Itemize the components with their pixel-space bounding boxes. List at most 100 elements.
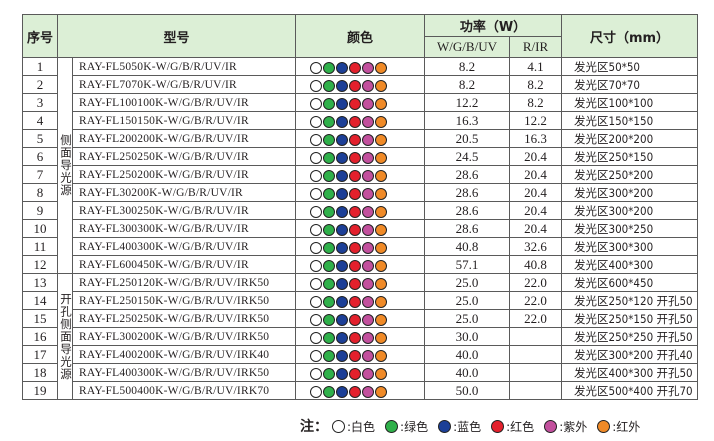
color-options bbox=[295, 363, 426, 382]
color-dot bbox=[362, 97, 375, 110]
color-dot bbox=[375, 277, 388, 290]
table-body: 1 侧面导光源 RAY-FL5050K-W/G/B/R/UV/IR 8.2 4.1 发光区… bbox=[22, 57, 699, 400]
table-row: 6 RAY-FL250250K-W/G/B/R/UV/IR 24.5 20.4 发光区2… bbox=[22, 147, 699, 166]
color-options bbox=[295, 237, 426, 256]
color-options bbox=[295, 327, 426, 346]
color-dot bbox=[375, 367, 388, 380]
color-dot bbox=[310, 61, 323, 74]
color-options bbox=[295, 219, 426, 238]
color-dot bbox=[310, 259, 323, 272]
color-dot bbox=[310, 349, 323, 362]
size: 发光区400*300 bbox=[561, 255, 699, 274]
power-wgbuv: 30.0 bbox=[424, 327, 511, 346]
color-dot bbox=[310, 115, 323, 128]
color-dot bbox=[349, 385, 362, 398]
legend-item: :绿色 bbox=[385, 418, 428, 435]
color-dot bbox=[375, 187, 388, 200]
table-row: 19 RAY-FL500400K-W/G/B/R/UV/IRK70 50.0 发光区5… bbox=[22, 381, 699, 400]
color-dot bbox=[375, 331, 388, 344]
model: RAY-FL7070K-W/G/B/R/UV/IR bbox=[71, 75, 297, 94]
size: 发光区500*400 开孔70 bbox=[561, 381, 699, 400]
color-options bbox=[295, 381, 426, 400]
color-dot bbox=[310, 295, 323, 308]
power-rir: 40.8 bbox=[509, 255, 563, 274]
color-dot bbox=[336, 385, 349, 398]
row-number: 19 bbox=[22, 381, 58, 400]
model: RAY-FL300200K-W/G/B/R/UV/IRK50 bbox=[71, 327, 297, 346]
color-dot bbox=[323, 205, 336, 218]
color-dot bbox=[349, 331, 362, 344]
row-number: 7 bbox=[22, 165, 58, 184]
table-row: 8 RAY-FL30200K-W/G/B/R/UV/IR 28.6 20.4 发光区30… bbox=[22, 183, 699, 202]
legend-label: :蓝色 bbox=[453, 419, 482, 434]
group-label: 侧面导光源 bbox=[57, 57, 73, 274]
power-rir: 22.0 bbox=[509, 309, 563, 328]
power-wgbuv: 40.0 bbox=[424, 345, 511, 364]
color-dot bbox=[310, 331, 323, 344]
color-dot bbox=[310, 223, 323, 236]
color-options bbox=[295, 273, 426, 292]
model: RAY-FL400300K-W/G/B/R/UV/IRK50 bbox=[71, 363, 297, 382]
legend-item: :白色 bbox=[332, 418, 375, 435]
color-dot bbox=[323, 169, 336, 182]
color-dot bbox=[323, 367, 336, 380]
color-dot bbox=[375, 223, 388, 236]
power-wgbuv: 28.6 bbox=[424, 165, 511, 184]
color-dot bbox=[323, 241, 336, 254]
size: 发光区400*300 开孔50 bbox=[561, 363, 699, 382]
row-number: 3 bbox=[22, 93, 58, 112]
model: RAY-FL100100K-W/G/B/R/UV/IR bbox=[71, 93, 297, 112]
color-dot bbox=[310, 313, 323, 326]
color-options bbox=[295, 129, 426, 148]
color-dot bbox=[349, 169, 362, 182]
color-options bbox=[295, 291, 426, 310]
color-dot bbox=[362, 367, 375, 380]
table-row: 12 RAY-FL600450K-W/G/B/R/UV/IR 57.1 40.8 发光区… bbox=[22, 255, 699, 274]
row-number: 9 bbox=[22, 201, 58, 220]
color-dot bbox=[349, 349, 362, 362]
color-dot bbox=[375, 61, 388, 74]
color-dot bbox=[323, 259, 336, 272]
row-number: 16 bbox=[22, 327, 58, 346]
power-wgbuv: 25.0 bbox=[424, 291, 511, 310]
spec-table: 序号 型号 颜色 功率（W） 尺寸（mm） W/G/B/UV R/IR 1 侧面导… bbox=[22, 14, 699, 400]
power-rir bbox=[509, 381, 563, 400]
legend-dot bbox=[438, 419, 452, 433]
color-dot bbox=[323, 61, 336, 74]
model: RAY-FL5050K-W/G/B/R/UV/IR bbox=[71, 57, 297, 76]
color-dot bbox=[362, 313, 375, 326]
size: 发光区70*70 bbox=[561, 75, 699, 94]
model: RAY-FL30200K-W/G/B/R/UV/IR bbox=[71, 183, 297, 202]
color-dot bbox=[323, 349, 336, 362]
header-cell: 颜色 bbox=[295, 14, 426, 58]
power-wgbuv: 25.0 bbox=[424, 309, 511, 328]
legend-dot bbox=[544, 419, 558, 433]
color-dot bbox=[375, 313, 388, 326]
color-dot bbox=[362, 277, 375, 290]
color-dot bbox=[336, 61, 349, 74]
color-dot bbox=[349, 187, 362, 200]
legend-dot bbox=[597, 419, 611, 433]
model: RAY-FL250120K-W/G/B/R/UV/IRK50 bbox=[71, 273, 297, 292]
legend-item: :紫外 bbox=[544, 418, 587, 435]
row-number: 14 bbox=[22, 291, 58, 310]
color-dot bbox=[375, 151, 388, 164]
color-dot bbox=[336, 79, 349, 92]
legend-label: :绿色 bbox=[400, 419, 429, 434]
color-dot bbox=[310, 385, 323, 398]
table-row: 9 RAY-FL300250K-W/G/B/R/UV/IR 28.6 20.4 发光区3… bbox=[22, 201, 699, 220]
power-rir: 32.6 bbox=[509, 237, 563, 256]
power-wgbuv: 20.5 bbox=[424, 129, 511, 148]
table-row: 11 RAY-FL400300K-W/G/B/R/UV/IR 40.8 32.6 发光区… bbox=[22, 237, 699, 256]
legend-label: :红色 bbox=[506, 419, 535, 434]
row-number: 18 bbox=[22, 363, 58, 382]
size: 发光区250*150 bbox=[561, 147, 699, 166]
color-dot bbox=[349, 241, 362, 254]
model: RAY-FL300300K-W/G/B/R/UV/IR bbox=[71, 219, 297, 238]
color-dot bbox=[336, 295, 349, 308]
power-wgbuv: 57.1 bbox=[424, 255, 511, 274]
table-row: 18 RAY-FL400300K-W/G/B/R/UV/IRK50 40.0 发光区4… bbox=[22, 363, 699, 382]
legend-label: :紫外 bbox=[559, 419, 588, 434]
color-dot bbox=[323, 223, 336, 236]
